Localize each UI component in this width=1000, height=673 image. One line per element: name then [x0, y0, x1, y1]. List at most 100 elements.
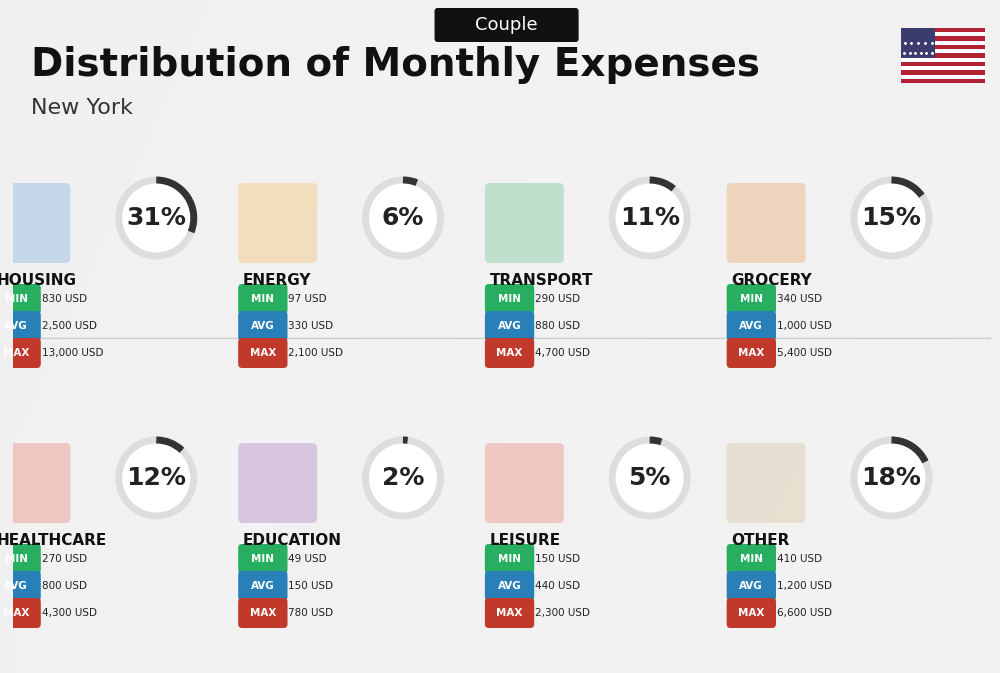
FancyBboxPatch shape — [727, 571, 776, 601]
Text: MIN: MIN — [740, 554, 763, 564]
Text: 800 USD: 800 USD — [42, 581, 87, 591]
Text: AVG: AVG — [498, 321, 521, 331]
FancyBboxPatch shape — [238, 284, 288, 314]
Circle shape — [854, 440, 929, 516]
Text: 4,300 USD: 4,300 USD — [42, 608, 97, 618]
Text: MAX: MAX — [3, 608, 29, 618]
FancyBboxPatch shape — [727, 443, 806, 523]
FancyBboxPatch shape — [485, 183, 564, 263]
Circle shape — [119, 440, 194, 516]
FancyBboxPatch shape — [901, 70, 985, 75]
FancyBboxPatch shape — [901, 66, 985, 70]
FancyBboxPatch shape — [901, 28, 935, 58]
FancyBboxPatch shape — [0, 598, 41, 628]
Text: AVG: AVG — [739, 581, 763, 591]
Text: OTHER: OTHER — [732, 533, 790, 548]
FancyBboxPatch shape — [727, 598, 776, 628]
FancyBboxPatch shape — [485, 311, 534, 341]
FancyBboxPatch shape — [727, 284, 776, 314]
FancyBboxPatch shape — [435, 8, 579, 42]
FancyBboxPatch shape — [901, 32, 985, 36]
Text: 15%: 15% — [862, 206, 921, 230]
Text: GROCERY: GROCERY — [732, 273, 812, 288]
Text: Couple: Couple — [475, 16, 538, 34]
FancyBboxPatch shape — [0, 443, 70, 523]
FancyBboxPatch shape — [727, 183, 806, 263]
Text: MAX: MAX — [3, 348, 29, 358]
Text: 830 USD: 830 USD — [42, 294, 87, 304]
FancyBboxPatch shape — [901, 53, 985, 58]
Circle shape — [622, 190, 678, 246]
Text: New York: New York — [31, 98, 133, 118]
Text: 5%: 5% — [628, 466, 671, 490]
Text: MAX: MAX — [250, 348, 276, 358]
Circle shape — [854, 180, 929, 256]
Circle shape — [365, 440, 440, 516]
Text: TRANSPORT: TRANSPORT — [490, 273, 593, 288]
FancyBboxPatch shape — [485, 544, 534, 574]
Text: MAX: MAX — [738, 348, 765, 358]
Circle shape — [375, 190, 431, 246]
FancyBboxPatch shape — [901, 58, 985, 62]
Text: HEALTHCARE: HEALTHCARE — [0, 533, 107, 548]
FancyBboxPatch shape — [901, 40, 985, 45]
Text: 270 USD: 270 USD — [42, 554, 87, 564]
Polygon shape — [0, 0, 507, 673]
Polygon shape — [901, 0, 1000, 673]
FancyBboxPatch shape — [0, 338, 41, 368]
Text: AVG: AVG — [498, 581, 521, 591]
FancyBboxPatch shape — [0, 544, 41, 574]
Text: LEISURE: LEISURE — [490, 533, 561, 548]
Text: MIN: MIN — [498, 294, 521, 304]
Text: MAX: MAX — [496, 608, 523, 618]
Text: 2,300 USD: 2,300 USD — [535, 608, 590, 618]
Text: 49 USD: 49 USD — [288, 554, 327, 564]
FancyBboxPatch shape — [901, 62, 985, 66]
Text: AVG: AVG — [251, 321, 275, 331]
Text: MIN: MIN — [5, 554, 28, 564]
Circle shape — [119, 180, 194, 256]
Text: 340 USD: 340 USD — [777, 294, 822, 304]
Text: 2,100 USD: 2,100 USD — [288, 348, 343, 358]
Text: 780 USD: 780 USD — [288, 608, 334, 618]
FancyBboxPatch shape — [727, 338, 776, 368]
FancyBboxPatch shape — [0, 571, 41, 601]
FancyBboxPatch shape — [238, 571, 288, 601]
Text: 2%: 2% — [382, 466, 424, 490]
FancyBboxPatch shape — [901, 49, 985, 53]
Text: MAX: MAX — [738, 608, 765, 618]
Text: 290 USD: 290 USD — [535, 294, 580, 304]
Text: AVG: AVG — [251, 581, 275, 591]
Text: 440 USD: 440 USD — [535, 581, 580, 591]
FancyBboxPatch shape — [238, 311, 288, 341]
Circle shape — [365, 180, 440, 256]
Circle shape — [128, 190, 184, 246]
Text: MAX: MAX — [496, 348, 523, 358]
FancyBboxPatch shape — [485, 443, 564, 523]
Circle shape — [863, 190, 920, 246]
FancyBboxPatch shape — [485, 338, 534, 368]
FancyBboxPatch shape — [485, 284, 534, 314]
Circle shape — [622, 450, 678, 507]
Text: MIN: MIN — [498, 554, 521, 564]
Text: 1,000 USD: 1,000 USD — [777, 321, 832, 331]
Text: Distribution of Monthly Expenses: Distribution of Monthly Expenses — [31, 46, 760, 84]
FancyBboxPatch shape — [238, 598, 288, 628]
Text: 2,500 USD: 2,500 USD — [42, 321, 97, 331]
Circle shape — [612, 180, 687, 256]
Text: 1,200 USD: 1,200 USD — [777, 581, 832, 591]
Text: 12%: 12% — [126, 466, 186, 490]
Text: AVG: AVG — [739, 321, 763, 331]
Text: 18%: 18% — [862, 466, 921, 490]
Polygon shape — [112, 0, 704, 673]
Text: 150 USD: 150 USD — [288, 581, 334, 591]
Text: 6,600 USD: 6,600 USD — [777, 608, 832, 618]
Text: 11%: 11% — [620, 206, 680, 230]
Text: 150 USD: 150 USD — [535, 554, 580, 564]
Circle shape — [375, 450, 431, 507]
Text: 880 USD: 880 USD — [535, 321, 580, 331]
Text: 410 USD: 410 USD — [777, 554, 822, 564]
Text: MAX: MAX — [250, 608, 276, 618]
Circle shape — [612, 440, 687, 516]
Text: HOUSING: HOUSING — [0, 273, 76, 288]
